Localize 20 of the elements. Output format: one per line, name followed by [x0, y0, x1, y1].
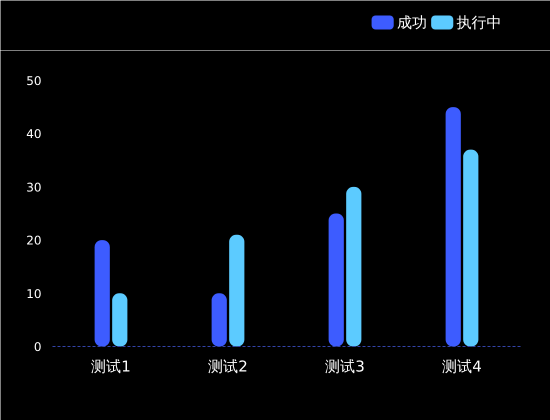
bar [94, 240, 110, 346]
x-tick-label: 测试3 [325, 358, 365, 376]
y-tick-label: 40 [26, 127, 42, 142]
y-tick-label: 0 [34, 340, 42, 354]
bar [346, 186, 362, 346]
y-tick-label: 10 [26, 286, 42, 301]
x-tick-label: 测试4 [442, 358, 482, 376]
legend-label: 执行中 [456, 14, 502, 32]
legend-label: 成功 [397, 14, 428, 32]
x-tick-label: 测试1 [91, 358, 131, 376]
x-tick-label: 测试2 [208, 358, 248, 376]
bar [446, 107, 461, 346]
y-tick-label: 30 [26, 180, 42, 194]
bar [328, 214, 344, 346]
y-tick-label: 20 [26, 234, 42, 248]
y-tick-label: 50 [26, 74, 42, 88]
bar [463, 150, 478, 346]
bar [112, 293, 128, 346]
bar [212, 293, 227, 346]
bar [229, 234, 244, 346]
